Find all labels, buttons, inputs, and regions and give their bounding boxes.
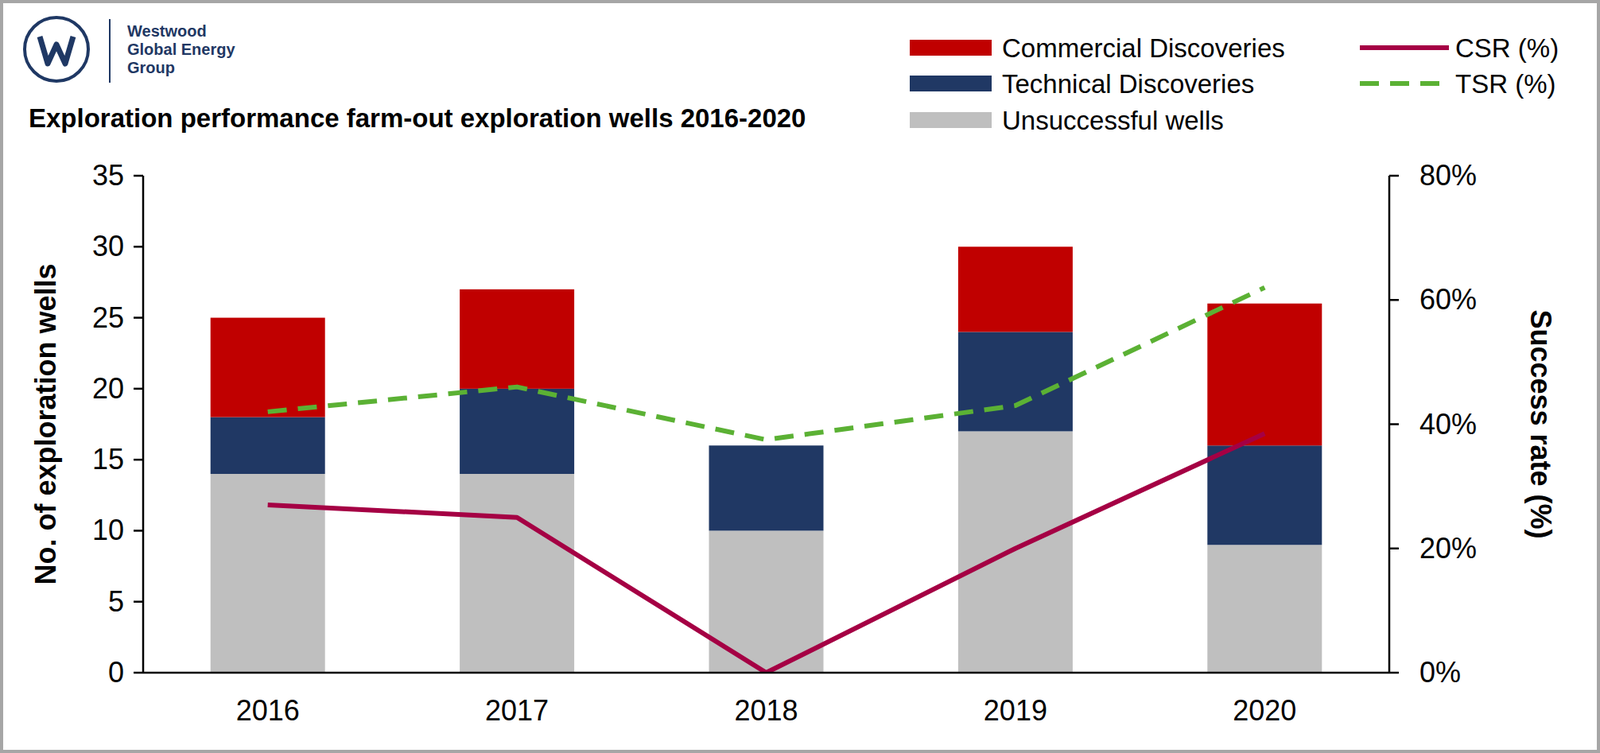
bar [1207,445,1322,545]
bar [459,473,575,673]
logo-divider [108,19,111,83]
bar [210,473,326,673]
y2-axis-label: Success rate (%) [1524,309,1558,539]
legend-label: TSR (%) [1455,69,1557,99]
y2-tick [1389,547,1399,551]
y-tick-label: 10 [92,513,125,547]
logo-text: Global Energy [127,40,236,59]
legend-label: Technical Discoveries [1001,69,1255,99]
bar [459,388,575,474]
bar [210,417,326,474]
bar [709,445,824,531]
y-tick-label: 20 [92,372,125,405]
y2-tick-label: 0% [1419,656,1461,689]
x-tick-label: 2019 [983,694,1048,727]
y-tick [133,600,144,603]
legend-swatch [909,112,992,129]
legend: Commercial Discoveries Technical Discover… [909,33,1559,136]
x-tick-label: 2016 [236,694,300,727]
bar [709,445,824,447]
bar [958,331,1073,432]
y-tick [133,529,144,533]
legend-label: CSR (%) [1455,33,1559,63]
bar [1207,303,1322,447]
y-axis [142,175,145,673]
marks [210,246,1323,673]
y2-tick-label: 80% [1419,159,1477,192]
logo-circle [24,17,89,82]
y-axis-label: No. of exploration wells [29,263,63,585]
logo-text: Westwood [127,22,207,40]
y-tick-label: 15 [92,442,125,476]
bar [958,246,1073,332]
legend-swatch [909,75,992,92]
y-tick-label: 35 [92,159,125,192]
y2-tick-label: 20% [1419,532,1477,565]
bar [459,289,575,389]
y-tick [133,245,144,249]
y-tick-label: 5 [108,585,125,618]
logo-mark [39,36,74,64]
y-tick [133,388,144,391]
y-tick [133,174,144,178]
line [267,433,1266,673]
title: Exploration performance farm-out explora… [28,103,806,133]
logo-text: Group [127,58,175,77]
legend-swatch [909,39,992,56]
axes: 0 5 10 15 20 25 30 35 0% 20% 40% 60% 80% 2016 2017 2018… [29,159,1558,727]
y2-tick [1389,671,1399,675]
x-tick-label: 2020 [1232,694,1297,727]
y-tick-label: 0 [108,656,125,689]
legend-swatch [1359,81,1449,86]
y-tick [133,458,144,462]
x-axis [143,671,1390,675]
bar [210,318,326,418]
line [267,287,1266,440]
y2-tick-label: 40% [1419,407,1477,441]
x-tick-label: 2017 [485,694,549,727]
y2-tick [1389,423,1399,426]
legend-label: Commercial Discoveries [1001,33,1286,63]
y2-tick [1389,299,1399,302]
bar [1207,544,1322,673]
y2-tick-label: 60% [1419,283,1477,316]
legend-label: Unsuccessful wells [1001,105,1224,136]
y-tick-label: 30 [92,229,125,263]
y-tick-label: 25 [92,301,125,334]
y-tick [133,671,144,675]
y2-tick [1389,174,1399,178]
x-tick-label: 2018 [733,694,798,727]
legend-swatch [1359,45,1449,51]
y-tick [133,316,144,319]
chart: WestwoodGlobal EnergyGroup Exploration pe… [0,0,1600,753]
bar [958,431,1073,673]
frame [1,1,1599,752]
